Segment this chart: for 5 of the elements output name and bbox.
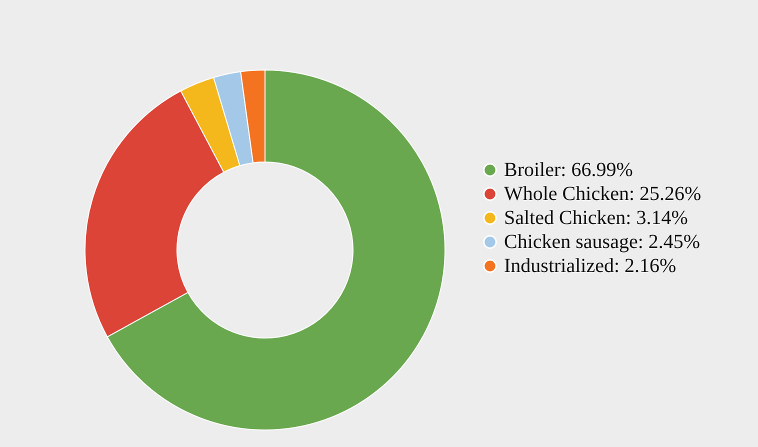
legend-label: Broiler: 66.99%: [504, 159, 633, 181]
legend-label: Salted Chicken: 3.14%: [504, 207, 688, 229]
legend-label: Chicken sausage: 2.45%: [504, 231, 700, 253]
legend-label: Whole Chicken: 25.26%: [504, 183, 702, 205]
legend-label: Industrialized: 2.16%: [504, 255, 676, 277]
